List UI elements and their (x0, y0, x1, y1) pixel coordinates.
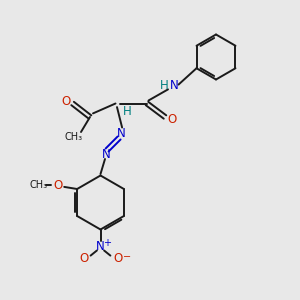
Text: −: − (122, 252, 131, 262)
Text: O: O (167, 113, 176, 126)
Text: H: H (160, 79, 169, 92)
Text: N: N (169, 79, 178, 92)
Text: N: N (102, 148, 111, 161)
Text: N: N (117, 127, 126, 140)
Text: CH₃: CH₃ (30, 180, 48, 190)
Text: CH₃: CH₃ (64, 131, 82, 142)
Text: H: H (123, 105, 132, 119)
Text: O: O (53, 179, 62, 192)
Text: O: O (80, 252, 88, 265)
Text: +: + (103, 238, 111, 248)
Text: O: O (61, 94, 70, 108)
Text: N: N (95, 239, 104, 253)
Text: O: O (113, 252, 122, 265)
